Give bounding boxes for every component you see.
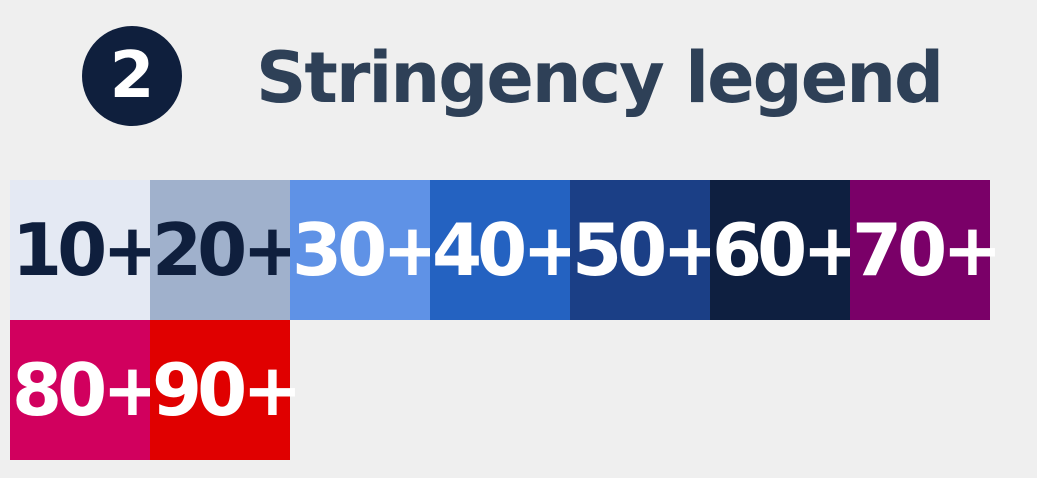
legend-swatch-90: 90+ bbox=[150, 320, 303, 460]
legend-swatch-80: 80+ bbox=[10, 320, 163, 460]
legend-title: Stringency legend bbox=[256, 37, 944, 119]
step-number-badge: 2 bbox=[82, 26, 182, 126]
legend-swatch-50: 50+ bbox=[570, 180, 723, 320]
legend-swatch-30: 30+ bbox=[290, 180, 443, 320]
legend-swatch-10: 10+ bbox=[10, 180, 163, 320]
legend-swatch-20: 20+ bbox=[150, 180, 303, 320]
legend-swatch-60: 60+ bbox=[710, 180, 863, 320]
legend-swatch-40: 40+ bbox=[430, 180, 583, 320]
stringency-legend: 10+ 20+ 30+ 40+ 50+ 60+ 70+ 80+ 90+ bbox=[10, 180, 1003, 460]
legend-swatch-70: 70+ bbox=[850, 180, 1003, 320]
